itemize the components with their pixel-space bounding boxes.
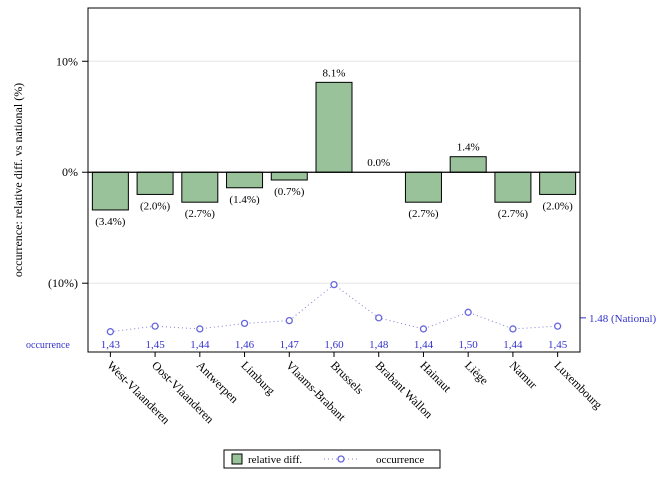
bar-value-label: (2.0%) bbox=[543, 200, 574, 212]
occurrence-value-label: 1,45 bbox=[548, 339, 568, 351]
y-tick-label: 0% bbox=[62, 165, 78, 179]
y-tick-label: (10%) bbox=[48, 276, 78, 290]
x-tick-label: Liège bbox=[462, 358, 491, 387]
occurrence-value-label: 1,44 bbox=[503, 339, 523, 351]
x-tick-label: Limburg bbox=[238, 358, 277, 397]
bar-value-label: (0.7%) bbox=[274, 186, 305, 198]
legend-swatch-relative-diff bbox=[231, 453, 243, 465]
occurrence-marker bbox=[106, 328, 115, 336]
occurrence-marker bbox=[330, 280, 338, 289]
bar-value-label: (3.4%) bbox=[95, 216, 126, 228]
occurrence-value-label: 1,44 bbox=[414, 339, 434, 351]
bar-value-label: 0.0% bbox=[367, 157, 390, 169]
occurrence-value-label: 1,43 bbox=[101, 339, 121, 351]
occurrence-marker bbox=[196, 325, 204, 333]
bar-value-label: (1.4%) bbox=[229, 194, 260, 206]
x-tick-label: Namur bbox=[507, 358, 540, 391]
bar-value-label: (2.7%) bbox=[408, 208, 439, 220]
x-tick-label: Hainaut bbox=[417, 358, 454, 395]
bar bbox=[449, 156, 487, 173]
bar bbox=[494, 171, 532, 203]
x-tick-label: Brussels bbox=[328, 358, 367, 397]
bar bbox=[91, 171, 129, 211]
occurrence-value-label: 1,48 bbox=[369, 339, 389, 351]
occurrence-value-label: 1,60 bbox=[324, 339, 344, 351]
legend-marker-occurrence bbox=[337, 455, 345, 463]
bar bbox=[136, 171, 174, 195]
occurrence-row-label: occurrence bbox=[26, 340, 70, 351]
occurrence-value-label: 1,44 bbox=[190, 339, 210, 351]
bar-value-label: 8.1% bbox=[323, 67, 346, 79]
occurrence-value-label: 1,50 bbox=[459, 339, 479, 351]
occurrence-value-label: 1,46 bbox=[235, 339, 255, 351]
occurrence-value-label: 1,45 bbox=[145, 339, 165, 351]
y-tick-label: 10% bbox=[56, 54, 78, 68]
bar-value-label: 1.4% bbox=[457, 142, 480, 154]
bar-value-label: (2.7%) bbox=[498, 208, 529, 220]
x-tick-label: Luxembourg bbox=[552, 358, 606, 412]
reference-label: 1.48 (National) bbox=[589, 313, 657, 325]
occurrence-marker bbox=[419, 325, 428, 333]
occurrence-marker bbox=[464, 308, 472, 316]
bar-value-label: (2.0%) bbox=[140, 200, 171, 212]
occurrence-marker bbox=[509, 325, 517, 333]
legend-label-relative-diff: relative diff. bbox=[248, 454, 302, 466]
x-tick-label: Antwerpen bbox=[194, 358, 242, 406]
legend-label-occurrence: occurrence bbox=[376, 454, 424, 466]
bar bbox=[315, 81, 353, 173]
bar bbox=[270, 171, 308, 181]
legend: relative diff. occurrence bbox=[223, 449, 441, 469]
occurrence-line bbox=[110, 283, 558, 333]
occurrence-value-label: 1,47 bbox=[280, 339, 300, 351]
occurrence-marker bbox=[375, 314, 383, 322]
occurrence-marker bbox=[285, 316, 293, 325]
bar bbox=[181, 171, 219, 203]
occurrence-marker bbox=[240, 319, 249, 328]
bar bbox=[404, 171, 442, 203]
occurrence-series: 1.48 (National) 1,43 1,45 1,44 1,46 1,47 1,60 1… bbox=[26, 280, 657, 351]
y-axis-title: occurrence: relative diff. vs national (… bbox=[11, 83, 25, 277]
bars bbox=[91, 81, 577, 211]
bar-labels: (3.4%) (2.0%) (2.7%) (1.4%) (0.7%) 8.1% 0.0% (2… bbox=[95, 67, 573, 228]
bar bbox=[539, 171, 577, 195]
occurrence-marker bbox=[553, 322, 562, 330]
bar-value-label: (2.7%) bbox=[185, 208, 216, 220]
bar bbox=[226, 171, 264, 189]
occurrence-marker bbox=[151, 322, 159, 330]
